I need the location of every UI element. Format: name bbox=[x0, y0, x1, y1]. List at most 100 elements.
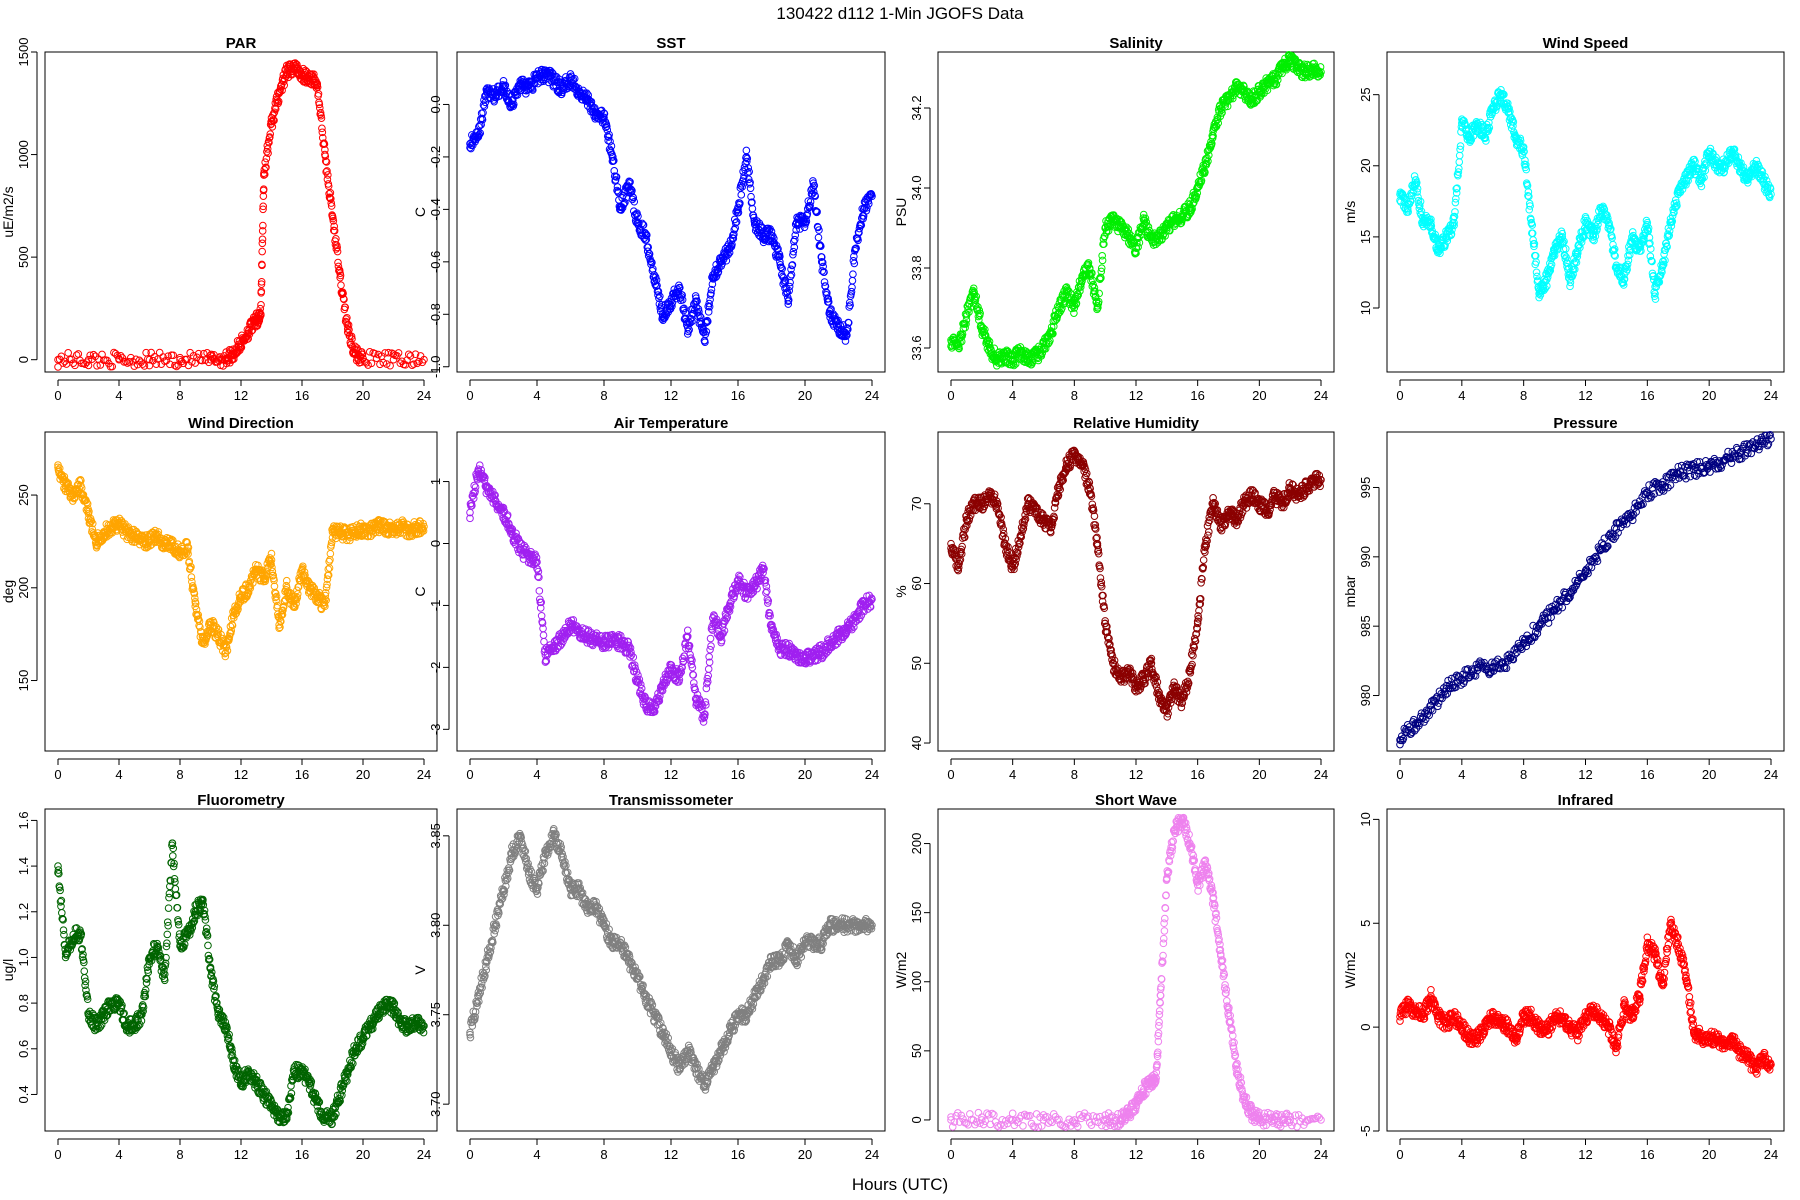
x-tick-label: 0 bbox=[54, 767, 61, 782]
y-tick-label: 500 bbox=[16, 246, 31, 268]
data-point bbox=[606, 137, 614, 146]
data-point bbox=[787, 265, 795, 274]
data-point bbox=[379, 358, 388, 367]
data-point bbox=[130, 362, 139, 370]
data-point bbox=[81, 360, 89, 368]
data-point bbox=[321, 152, 330, 160]
x-tick-label: 8 bbox=[600, 767, 607, 782]
x-tick-label: 12 bbox=[664, 388, 678, 403]
data-point bbox=[787, 270, 796, 279]
data-point bbox=[971, 296, 980, 305]
data-point bbox=[738, 183, 746, 191]
data-point bbox=[490, 97, 498, 106]
data-point bbox=[813, 208, 821, 216]
data-point bbox=[627, 185, 635, 194]
x-tick-label: 20 bbox=[798, 388, 812, 403]
data-point bbox=[963, 310, 971, 318]
data-point bbox=[257, 311, 265, 320]
data-point bbox=[317, 114, 326, 122]
data-point bbox=[327, 199, 336, 207]
data-point bbox=[86, 351, 94, 360]
data-point bbox=[273, 96, 282, 104]
data-point bbox=[330, 222, 338, 231]
data-point bbox=[785, 282, 794, 291]
data-point bbox=[1532, 258, 1540, 266]
data-point bbox=[323, 167, 331, 175]
data-point bbox=[689, 671, 698, 679]
x-tick-label: 24 bbox=[1764, 388, 1778, 403]
data-point bbox=[849, 270, 857, 278]
data-point bbox=[252, 322, 260, 331]
x-tick-label: 16 bbox=[731, 767, 745, 782]
data-point bbox=[123, 359, 132, 367]
data-point bbox=[258, 247, 266, 256]
data-point bbox=[538, 66, 546, 74]
x-tick-label: 0 bbox=[1396, 388, 1403, 403]
y-tick-label: -2 bbox=[428, 662, 443, 674]
data-point bbox=[817, 242, 825, 251]
x-tick-label: 16 bbox=[295, 767, 309, 782]
data-point bbox=[737, 191, 746, 199]
data-point bbox=[257, 277, 266, 286]
x-axis: 0 4 8 12 16 20 24 bbox=[54, 379, 431, 403]
data-point bbox=[320, 140, 329, 148]
x-tick-label: 4 bbox=[533, 388, 540, 403]
x-tick-label: 12 bbox=[1578, 388, 1592, 403]
data-point bbox=[265, 138, 273, 147]
data-point bbox=[668, 298, 677, 307]
data-point bbox=[169, 351, 178, 360]
data-point bbox=[859, 214, 867, 223]
data-point bbox=[612, 173, 621, 181]
data-point bbox=[642, 230, 650, 238]
data-series-dense bbox=[466, 461, 876, 726]
data-point bbox=[189, 352, 198, 360]
data-point bbox=[972, 292, 981, 301]
data-point bbox=[639, 221, 648, 229]
data-point bbox=[817, 258, 826, 266]
y-axis: -1.0-0.8-0.6-0.4-0.20.0 bbox=[428, 95, 450, 378]
data-point bbox=[774, 245, 782, 253]
data-series-dense bbox=[54, 59, 427, 371]
data-point bbox=[257, 287, 266, 296]
data-point bbox=[746, 184, 755, 193]
data-point bbox=[321, 157, 330, 165]
data-point bbox=[176, 353, 184, 362]
x-axis: 0 4 8 12 16 20 24 bbox=[1396, 379, 1778, 403]
data-point bbox=[680, 304, 688, 313]
data-point bbox=[336, 271, 345, 280]
data-point bbox=[642, 235, 651, 244]
data-point bbox=[155, 348, 164, 357]
data-point bbox=[54, 363, 62, 371]
data-point bbox=[824, 294, 833, 303]
data-point bbox=[845, 303, 854, 311]
data-point bbox=[696, 312, 704, 320]
data-point bbox=[785, 286, 793, 295]
data-point bbox=[802, 217, 811, 226]
data-point bbox=[599, 113, 608, 122]
data-point bbox=[609, 156, 618, 165]
data-point bbox=[335, 266, 344, 275]
data-point bbox=[476, 129, 485, 138]
data-point bbox=[683, 330, 692, 338]
data-point bbox=[310, 70, 318, 78]
data-point bbox=[69, 359, 78, 367]
data-point bbox=[609, 153, 617, 161]
y-tick-label: -0.4 bbox=[428, 198, 443, 220]
data-point bbox=[415, 357, 423, 366]
data-point bbox=[266, 130, 275, 138]
data-point bbox=[739, 167, 747, 176]
plot-frame bbox=[937, 51, 1335, 373]
data-point bbox=[629, 193, 638, 202]
data-point bbox=[257, 301, 265, 309]
y-tick-label: 0.0 bbox=[428, 95, 443, 113]
data-point bbox=[814, 233, 823, 242]
data-point bbox=[140, 362, 149, 370]
x-tick-label: 24 bbox=[417, 388, 431, 403]
data-point bbox=[834, 320, 843, 329]
data-point bbox=[770, 234, 778, 243]
